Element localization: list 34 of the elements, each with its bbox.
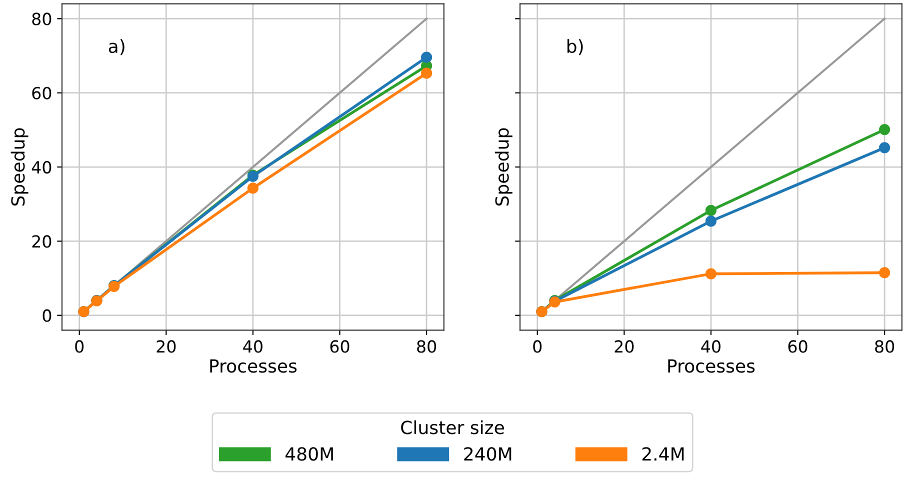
x-axis-title: Processes <box>210 359 297 373</box>
x-tick-label: 80 <box>875 340 894 353</box>
y-tick-label: 20 <box>32 235 52 248</box>
point <box>879 142 890 154</box>
point <box>420 52 432 63</box>
annotation: a) <box>108 39 124 56</box>
legend-label: 2.4M <box>642 447 684 461</box>
x-tick-label: 60 <box>788 340 808 353</box>
y-tick-label: 80 <box>32 12 52 26</box>
point <box>247 182 259 194</box>
legend-title: Cluster size <box>401 420 504 434</box>
x-tick-label: 0 <box>533 340 542 353</box>
point <box>705 216 717 227</box>
y-axis-title: Speedup <box>10 128 28 206</box>
x-tick-label: 80 <box>417 340 436 353</box>
point <box>879 267 890 278</box>
x-tick-label: 0 <box>75 340 84 353</box>
x-tick-label: 40 <box>701 340 720 353</box>
x-tick-label: 20 <box>156 340 176 353</box>
y-tick-label: 0 <box>42 309 52 322</box>
y-tick-label: 40 <box>32 160 52 174</box>
annotation: b) <box>567 39 583 56</box>
point <box>420 68 432 79</box>
y-axis-title: Speedup <box>494 128 512 206</box>
point <box>879 124 890 136</box>
x-axis-title: Processes <box>668 359 755 373</box>
legend-label: 240M <box>464 447 512 461</box>
x-tick-label: 40 <box>243 340 262 353</box>
point <box>705 204 717 216</box>
x-tick-label: 20 <box>614 340 634 353</box>
y-tick-label: 60 <box>32 86 52 100</box>
legend-label: 480M <box>286 447 333 461</box>
x-tick-label: 60 <box>330 340 350 353</box>
point <box>705 268 717 280</box>
